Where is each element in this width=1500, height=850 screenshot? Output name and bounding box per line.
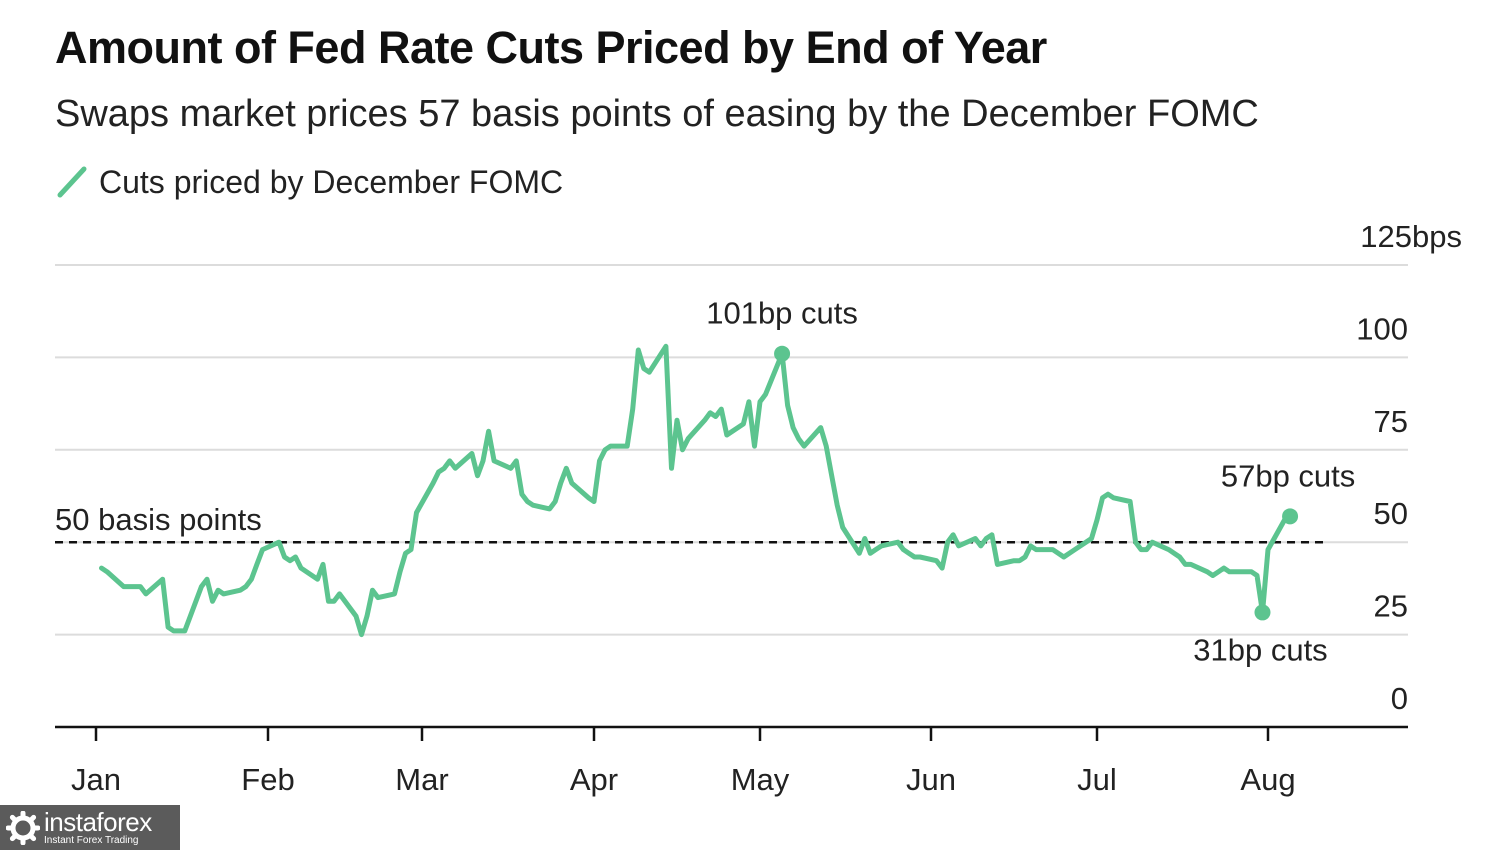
y-tick-label: 125bps [1360, 219, 1462, 254]
watermark-brand: instaforex [44, 807, 152, 837]
y-tick-label: 100 [1356, 311, 1408, 346]
legend-label: Cuts priced by December FOMC [99, 163, 564, 200]
x-tick-label: Mar [395, 762, 448, 797]
x-tick-label: May [731, 762, 790, 797]
x-tick-label: Jan [71, 762, 121, 797]
chart-title: Amount of Fed Rate Cuts Priced by End of… [55, 22, 1047, 73]
y-axis: 0 25 50 75 100 125bps [1356, 219, 1462, 716]
reference-line-label: 50 basis points [55, 502, 262, 537]
gear-logo-icon [6, 810, 40, 845]
x-tick-label: Jul [1077, 762, 1117, 797]
y-tick-label: 25 [1374, 589, 1408, 624]
y-tick-label: 75 [1374, 404, 1408, 439]
legend-swatch-icon [57, 166, 87, 198]
annotation-label: 101bp cuts [706, 296, 858, 331]
y-tick-label: 50 [1374, 496, 1408, 531]
annotation-label: 31bp cuts [1193, 632, 1327, 667]
x-tick-label: Feb [241, 762, 294, 797]
annotation-label: 57bp cuts [1221, 458, 1355, 493]
x-axis: Jan Feb Mar Apr May Jun Jul Aug [55, 725, 1408, 797]
series-line [99, 343, 1293, 638]
watermark: instaforex Instant Forex Trading [0, 805, 180, 850]
legend: Cuts priced by December FOMC [55, 162, 563, 202]
x-tick-label: Aug [1240, 762, 1295, 797]
x-tick-label: Apr [570, 762, 618, 797]
chart-subtitle: Swaps market prices 57 basis points of e… [55, 93, 1259, 135]
series-group [99, 343, 1293, 638]
annotation-marker [774, 345, 791, 362]
annotation-marker [1282, 508, 1299, 525]
reference-line-group: 50 basis points [55, 502, 1325, 544]
annotation-marker [1254, 604, 1271, 621]
annotations: 101bp cuts 31bp cuts 57bp cuts [706, 296, 1355, 668]
watermark-tagline: Instant Forex Trading [44, 835, 139, 846]
y-tick-label: 0 [1391, 681, 1408, 716]
x-tick-label: Jun [906, 762, 956, 797]
